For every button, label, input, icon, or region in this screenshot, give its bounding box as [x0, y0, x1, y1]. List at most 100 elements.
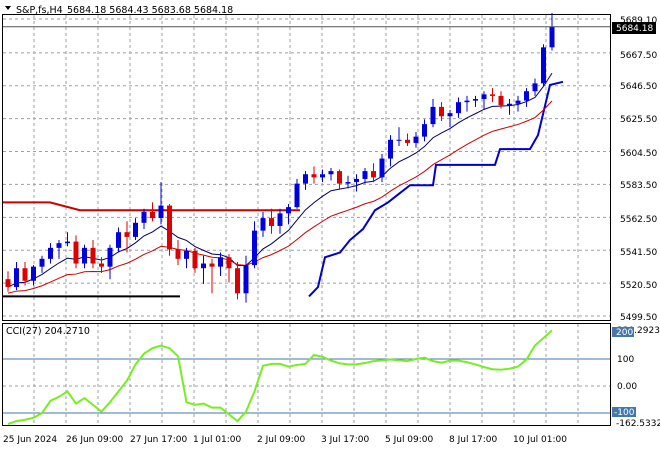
candle	[73, 235, 79, 269]
candle	[48, 243, 53, 264]
candle	[226, 254, 232, 283]
time-label: 5 Jul 09:00	[385, 435, 434, 445]
candle	[167, 203, 172, 256]
candle	[260, 211, 266, 237]
current-price-label: 5684.18	[616, 24, 653, 34]
candle	[158, 182, 164, 225]
candle	[252, 221, 257, 269]
candle-body	[294, 183, 300, 208]
candle-body	[371, 171, 376, 178]
candle-body	[48, 247, 53, 259]
candle	[541, 44, 546, 87]
candle	[201, 255, 206, 284]
candle-body	[541, 47, 546, 84]
main-price-panel-frame	[2, 14, 611, 321]
ma-slow-line	[7, 100, 553, 294]
candle-body	[158, 205, 164, 219]
candle-body	[286, 207, 291, 214]
candle-body	[515, 100, 521, 104]
candle	[235, 261, 240, 300]
candle	[464, 95, 470, 112]
candle	[5, 271, 11, 292]
candle	[371, 163, 376, 183]
candle-body	[65, 241, 70, 244]
candle-body	[252, 230, 257, 266]
candle-body	[439, 106, 444, 117]
candle-body	[209, 263, 215, 267]
price-tick: 5499.50	[620, 313, 657, 323]
candle-body	[31, 266, 36, 281]
candle	[379, 153, 385, 183]
candle-body	[22, 268, 28, 281]
candle-body	[107, 247, 113, 267]
candle	[490, 88, 495, 103]
candle	[362, 167, 368, 184]
candle	[388, 135, 393, 167]
candle-body	[167, 205, 172, 250]
candle-body	[507, 103, 512, 106]
stop-line-down	[3, 201, 300, 212]
time-axis: 25 Jun 2024 26 Jun 09:00 27 Jun 17:00 1 …	[3, 435, 567, 445]
candle-body	[82, 247, 87, 264]
candle-body	[430, 106, 436, 125]
candle-body	[201, 263, 206, 269]
candle	[39, 255, 45, 273]
candle-body	[328, 171, 334, 175]
ma-fast-line	[7, 72, 553, 288]
cci-panel-frame	[2, 323, 611, 426]
chart-header[interactable]: S&P,fs,H4 5684.18 5684.43 5683.68 5684.1…	[5, 5, 233, 16]
cci-tick: 100	[617, 355, 634, 365]
candle-body	[422, 124, 427, 137]
cci-tick: 230.2923	[617, 326, 660, 336]
candle	[328, 167, 334, 181]
triangle-down-icon[interactable]	[5, 6, 11, 10]
candle-body	[226, 257, 232, 269]
candle-body	[90, 247, 96, 264]
candle-body	[396, 139, 402, 141]
trailing-stop-lines	[3, 80, 564, 298]
price-axis: 5689.10 5667.50 5646.50 5625.50 5604.50 …	[620, 16, 657, 323]
candle	[422, 119, 427, 142]
candle	[354, 174, 359, 192]
candle-body	[303, 174, 308, 184]
candle-body	[320, 174, 325, 178]
candle-body	[473, 99, 478, 101]
time-label: 10 Jul 01:00	[513, 435, 567, 445]
candle	[192, 247, 198, 273]
time-label: 3 Jul 17:00	[321, 435, 370, 445]
cci-tick: 200	[616, 328, 633, 338]
current-price-marker: 5684.18	[612, 22, 656, 34]
candle	[116, 227, 121, 253]
candle	[209, 258, 215, 294]
candle-body	[354, 178, 359, 183]
candle-body	[243, 265, 249, 294]
candle-body	[379, 158, 385, 178]
candle-body	[116, 232, 121, 248]
time-label: 8 Jul 17:00	[449, 435, 498, 445]
candle	[22, 261, 28, 286]
candle	[175, 240, 181, 266]
candle	[294, 178, 300, 209]
candle-body	[150, 211, 155, 219]
price-tick: 5541.50	[620, 248, 657, 258]
candle-body	[405, 139, 410, 143]
candle	[82, 244, 87, 269]
candle	[218, 252, 223, 277]
candle	[65, 232, 70, 247]
candle	[150, 202, 155, 222]
candle-body	[532, 83, 538, 92]
candle-body	[447, 113, 453, 117]
price-tick: 5689.10	[620, 16, 657, 26]
cci-tick: -100	[614, 408, 635, 418]
candle-body	[311, 174, 317, 178]
candle	[243, 255, 249, 303]
candle	[31, 265, 36, 286]
candle-body	[481, 94, 487, 100]
candle	[532, 78, 538, 96]
candle-body	[56, 243, 62, 248]
candle-body	[73, 241, 79, 264]
candle	[405, 133, 410, 147]
candle-body	[99, 263, 104, 267]
